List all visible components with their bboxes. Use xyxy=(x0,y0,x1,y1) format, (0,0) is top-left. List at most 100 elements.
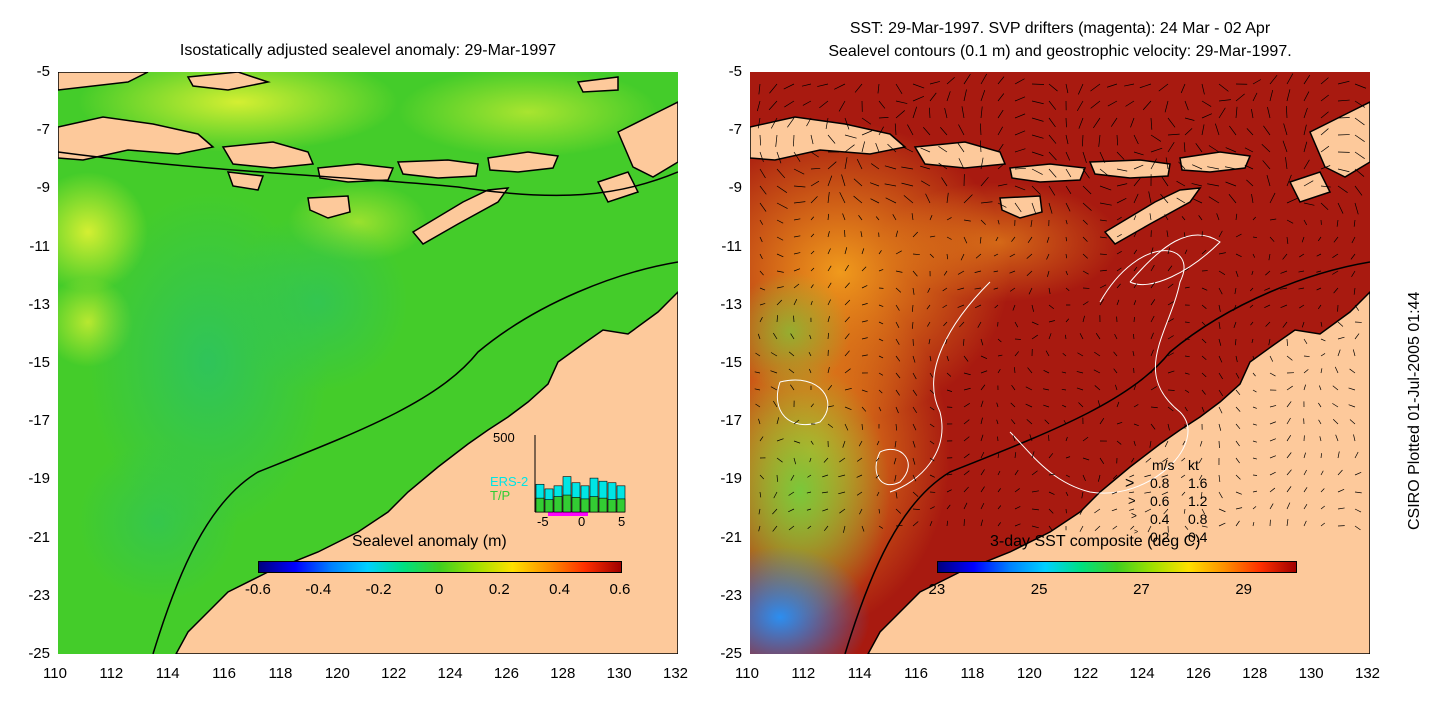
velocity-arrow xyxy=(1094,508,1101,514)
velocity-arrow xyxy=(1235,270,1239,277)
velocity-arrow xyxy=(870,198,880,204)
velocity-arrow xyxy=(827,423,834,428)
velocity-arrow xyxy=(912,83,925,89)
velocity-arrow xyxy=(895,110,905,119)
velocity-arrow xyxy=(1065,456,1071,459)
velocity-arrow xyxy=(1235,389,1241,396)
velocity-arrow xyxy=(1303,504,1308,510)
velocity-arrow xyxy=(853,178,863,187)
velocity-arrow xyxy=(1082,457,1090,461)
velocity-arrow xyxy=(1201,508,1205,515)
speed-key-arrow-icon: > xyxy=(1134,529,1139,536)
velocity-arrow xyxy=(1031,117,1044,122)
velocity-arrow xyxy=(770,352,778,357)
velocity-arrow xyxy=(974,304,982,309)
velocity-arrow xyxy=(1337,488,1345,493)
velocity-arrow xyxy=(821,491,829,494)
velocity-arrow xyxy=(1252,372,1256,377)
velocity-arrow xyxy=(1048,83,1058,92)
velocity-arrow xyxy=(810,284,814,289)
velocity-arrow xyxy=(844,350,850,357)
velocity-arrow xyxy=(1282,140,1288,153)
velocity-arrow xyxy=(776,457,783,463)
velocity-arrow xyxy=(1218,372,1223,380)
velocity-arrow xyxy=(856,491,863,496)
velocity-arrow xyxy=(1337,185,1348,193)
velocity-arrow xyxy=(1116,401,1120,408)
velocity-arrow xyxy=(1150,247,1154,255)
velocity-arrow xyxy=(783,83,795,90)
velocity-arrow xyxy=(861,266,867,272)
velocity-arrow xyxy=(1011,419,1016,425)
velocity-arrow xyxy=(912,355,916,363)
velocity-arrow xyxy=(1269,372,1276,377)
velocity-arrow xyxy=(887,143,897,153)
right-lon-tick: 132 xyxy=(1355,665,1381,682)
velocity-arrow xyxy=(1337,80,1350,85)
velocity-arrow xyxy=(1098,474,1101,482)
velocity-arrow xyxy=(1010,402,1016,408)
velocity-arrow xyxy=(943,270,948,276)
velocity-arrow xyxy=(1099,418,1105,425)
speed-key-kt: 1.6 xyxy=(1188,475,1208,491)
velocity-arrow xyxy=(895,355,901,362)
right-lon-tick: 112 xyxy=(791,665,816,682)
velocity-arrow xyxy=(1061,388,1067,391)
velocity-arrow xyxy=(759,219,763,225)
velocity-arrow xyxy=(901,182,914,187)
velocity-arrow xyxy=(1218,423,1222,431)
velocity-arrow xyxy=(1161,176,1169,187)
velocity-arrow xyxy=(1298,287,1305,290)
velocity-arrow xyxy=(755,403,761,408)
velocity-arrow xyxy=(1162,457,1169,462)
velocity-arrow xyxy=(859,508,863,515)
velocity-arrow xyxy=(1025,403,1033,408)
velocity-arrow xyxy=(980,417,983,425)
velocity-arrow xyxy=(974,287,982,290)
velocity-arrow xyxy=(1129,474,1135,478)
velocity-arrow xyxy=(759,168,766,179)
velocity-arrow xyxy=(1167,117,1176,128)
velocity-arrow xyxy=(1303,141,1308,153)
velocity-arrow xyxy=(1065,474,1070,478)
velocity-arrow xyxy=(1184,372,1190,375)
velocity-arrow xyxy=(1167,389,1175,391)
velocity-arrow xyxy=(1181,457,1186,462)
velocity-arrow xyxy=(1352,349,1356,357)
velocity-arrow xyxy=(1195,143,1203,153)
velocity-arrow xyxy=(902,146,914,153)
left-lon-tick: 112 xyxy=(99,665,124,682)
velocity-arrow xyxy=(1301,321,1305,328)
velocity-arrow xyxy=(1031,321,1039,326)
velocity-arrow xyxy=(1269,74,1278,85)
velocity-arrow xyxy=(1280,304,1288,308)
velocity-arrow xyxy=(1348,404,1356,408)
velocity-arrow xyxy=(1199,474,1203,481)
velocity-arrow xyxy=(1317,304,1322,310)
velocity-arrow xyxy=(1251,194,1254,204)
velocity-arrow xyxy=(929,457,935,462)
speed-key-header-ms: m/s xyxy=(1152,457,1175,473)
left-lat-tick: -21 xyxy=(28,528,50,546)
velocity-arrow xyxy=(810,196,818,204)
velocity-arrow xyxy=(1337,336,1345,340)
velocity-arrow xyxy=(759,316,763,323)
velocity-arrow xyxy=(1099,284,1107,289)
speed-key-arrow-icon: > xyxy=(1125,475,1135,492)
velocity-arrow xyxy=(980,519,983,527)
velocity-arrow xyxy=(793,283,800,289)
velocity-arrow xyxy=(1150,332,1154,340)
inset-tp-label: T/P xyxy=(490,488,511,503)
velocity-arrow xyxy=(823,525,829,531)
velocity-arrow xyxy=(895,524,903,527)
velocity-arrow xyxy=(793,151,801,162)
velocity-arrow xyxy=(856,159,863,170)
velocity-arrow xyxy=(1099,202,1112,206)
velocity-arrow xyxy=(877,83,880,94)
velocity-arrow xyxy=(1286,89,1291,102)
velocity-arrow xyxy=(1252,79,1262,85)
velocity-arrow xyxy=(1228,194,1237,204)
velocity-arrow xyxy=(844,406,852,410)
velocity-arrow xyxy=(1225,181,1237,187)
velocity-arrow xyxy=(980,451,985,459)
